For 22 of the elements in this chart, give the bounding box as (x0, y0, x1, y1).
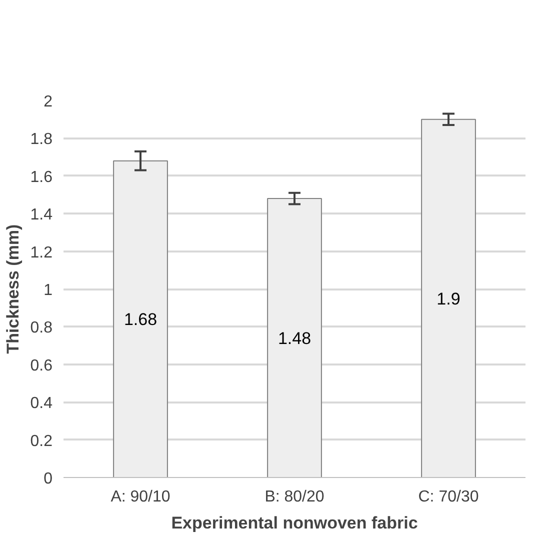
y-tick-label: 1.2 (30, 244, 53, 262)
y-tick-label: 0 (44, 470, 53, 488)
bar (113, 160, 168, 478)
bar (421, 118, 476, 478)
y-tick-label: 2 (44, 94, 53, 110)
bar (267, 198, 322, 478)
x-tick-label: A: 90/10 (110, 488, 170, 506)
y-tick-label: 1 (44, 282, 53, 299)
y-tick-label: 1.6 (30, 168, 53, 186)
y-tick-label: 0.6 (30, 357, 53, 374)
data-label: 1.68 (124, 310, 158, 330)
x-tick-label: C: 70/30 (418, 488, 479, 506)
y-tick-label: 0.8 (30, 320, 53, 337)
y-tick-label: 0.4 (30, 395, 53, 412)
y-tick-label: 1.4 (30, 206, 53, 224)
data-label: 1.9 (436, 289, 460, 308)
x-tick-label: B: 80/20 (264, 488, 324, 506)
y-axis-title: Thickness (mm) (3, 224, 22, 354)
x-axis-title: Experimental nonwoven fabric (171, 514, 418, 532)
y-tick-label: 0.2 (30, 432, 53, 450)
y-tick-label: 1.8 (30, 131, 53, 148)
data-label: 1.48 (278, 329, 312, 348)
